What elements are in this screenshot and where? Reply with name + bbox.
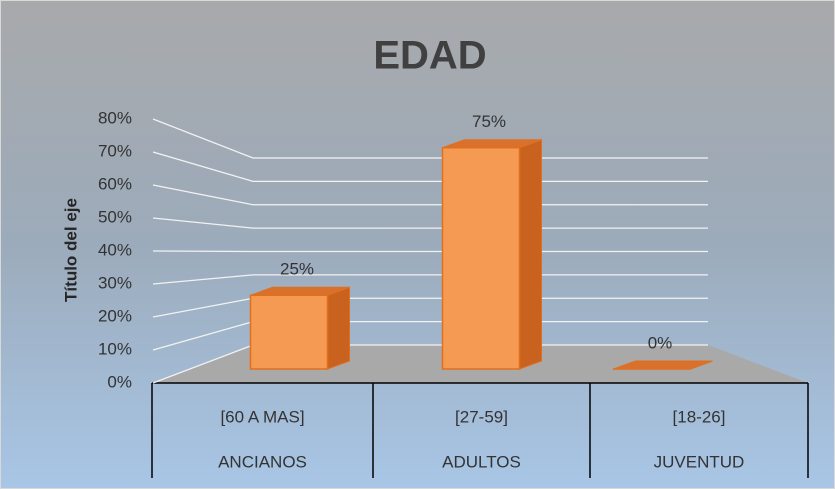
bar: [441, 147, 521, 370]
x-tick-label: [18-26]: [673, 407, 726, 426]
y-tick-label: 80%: [98, 108, 132, 127]
y-axis-title: Título del eje: [61, 198, 80, 302]
grid-line: [152, 274, 708, 285]
x-tick-label: [27-59]: [455, 407, 508, 426]
grid-line: [152, 250, 708, 253]
grid-line: [152, 118, 708, 159]
data-label: 25%: [280, 260, 314, 279]
y-tick-label: 50%: [98, 207, 132, 226]
x-tick-label: [60 A MAS]: [220, 407, 304, 426]
y-tick-label: 10%: [98, 339, 132, 358]
bar-side: [327, 286, 350, 370]
bar-side: [519, 139, 542, 370]
grid-line: [152, 151, 708, 183]
data-label: 0%: [648, 333, 673, 352]
y-tick-label: 70%: [98, 141, 132, 160]
grid-line: [152, 217, 708, 229]
y-tick-label: 0%: [107, 372, 132, 391]
x-group-label: ADULTOS: [442, 452, 521, 471]
y-tick-label: 40%: [98, 240, 132, 259]
y-tick-label: 30%: [98, 273, 132, 292]
y-tick-label: 60%: [98, 174, 132, 193]
x-group-label: JUVENTUD: [654, 452, 745, 471]
data-label: 75%: [472, 112, 506, 131]
category-table: [151, 382, 809, 478]
grid-line: [152, 184, 708, 206]
bar: [249, 294, 329, 370]
y-tick-label: 20%: [98, 306, 132, 325]
x-group-label: ANCIANOS: [218, 452, 307, 471]
chart-title: EDAD: [373, 34, 486, 78]
